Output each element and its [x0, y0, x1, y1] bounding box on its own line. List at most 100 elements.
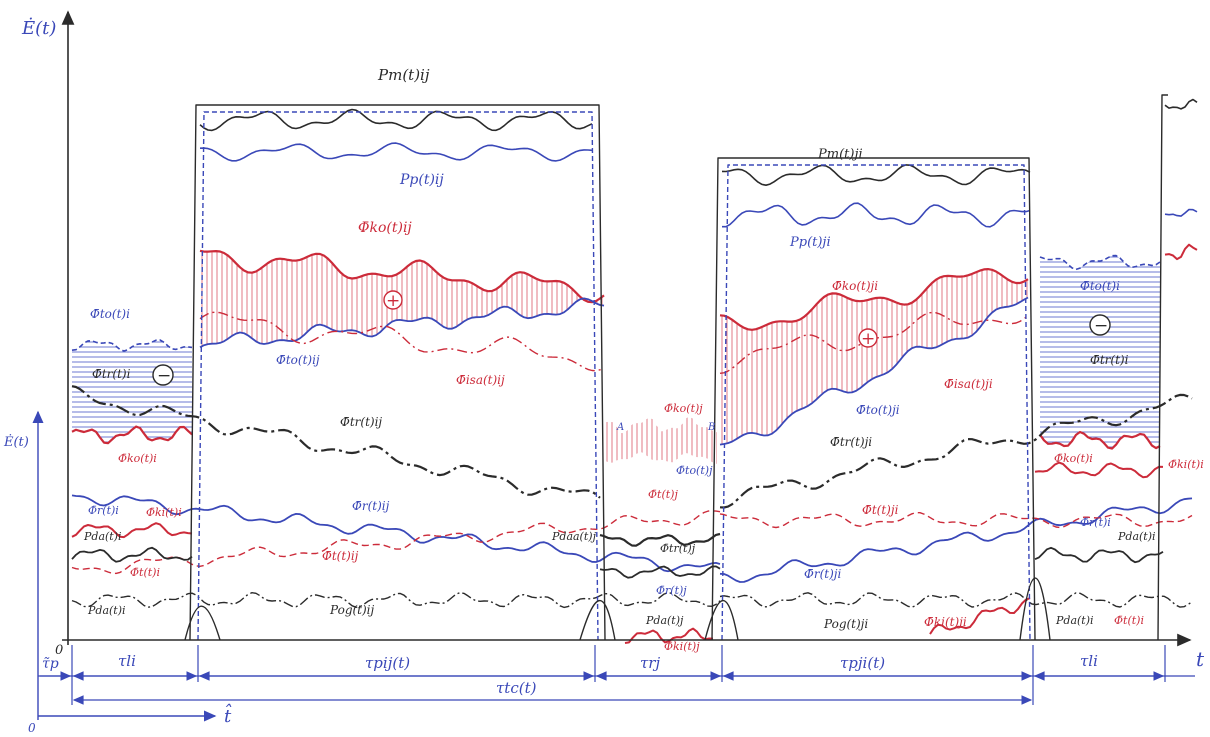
label-phi-to-j: Φ̄to(t)j — [676, 464, 713, 477]
label-phi-tr-ji: Φ̄tr(t)ji — [830, 435, 872, 449]
label-phi-to-i-left: Φ̄to(t)i — [90, 307, 130, 321]
label-phi-r-i-right: Φ̄r(t)i — [1080, 516, 1111, 529]
label-phi-t-j: Φ̄t(t)j — [648, 488, 678, 501]
curve-phi-isa-ji — [719, 311, 1029, 374]
pulse-outline-ij-dashed — [197, 111, 599, 641]
curve-phi-ki-i-right — [1034, 461, 1164, 479]
curve-labels: Pm(t)ij Pp(t)ij Φ̄ko(t)ij Φ̄to(t)ij Φ̄is… — [83, 66, 1204, 653]
curve-pm-ji — [721, 164, 1031, 186]
label-pda-i-left2: Pda(t)i — [87, 604, 126, 617]
label-phi-r-ji: Φ̄r(t)ji — [804, 567, 841, 581]
label-phi-to-ji: Φ̄to(t)ji — [856, 403, 900, 417]
y-axis-secondary-label: Ė(t) — [3, 433, 29, 450]
curve-phi-ko-ij — [199, 249, 605, 304]
tau-tc-label: τtc(t) — [496, 679, 537, 697]
tau-p-label: τ̃p — [42, 656, 59, 672]
curve-phi-isa-ij — [199, 311, 605, 372]
label-phi-t-ji: Φ̄t(t)ji — [862, 503, 899, 517]
curve-phi-tr-ji — [719, 393, 1193, 509]
curve-phi-ko-i-right — [1039, 430, 1161, 450]
label-pm-ij: Pm(t)ij — [377, 66, 430, 84]
curve-phi-t-ij — [71, 510, 721, 575]
axis-labels: Ė(t) Ė(t) t 0 0 t̂ τ̃p τli τpij(t) τrj τ… — [3, 16, 1205, 735]
curve-phi-ki-i-left — [71, 522, 193, 539]
label-phi-isa-ij: Φ̄isa(t)ij — [456, 373, 505, 387]
label-phi-r-ij: Φ̄r(t)ij — [352, 499, 390, 513]
tau-rj-label: τrj — [640, 654, 660, 672]
tau-pij-label: τpij(t) — [365, 654, 410, 672]
pulse-outline-ji-dashed — [721, 164, 1031, 641]
sign-markers: + + − − — [152, 290, 1111, 386]
label-phi-to-i-right: Φ̄to(t)i — [1080, 279, 1120, 293]
label-phi-tr-i-left: Φ̄tr(t)i — [92, 367, 131, 381]
axes — [32, 10, 1195, 722]
label-pog-ij: Pog(t)ij — [329, 603, 375, 617]
curve-pdaa-j — [599, 532, 721, 547]
curves — [71, 98, 1198, 644]
curve-phi-t-ji — [719, 511, 1193, 529]
label-phi-ki-i-right: Φ̄ki(t)i — [1168, 458, 1204, 471]
curve-phi-ko-i-left — [71, 425, 193, 445]
pulses — [184, 94, 1168, 641]
pda-decay-right — [1019, 577, 1051, 641]
curve-phi-tr-ij — [71, 385, 601, 499]
plus-marker-2: + — [861, 329, 875, 349]
label-phi-ko-ji: Φ̄ko(t)ji — [832, 279, 878, 293]
curve-phi-r-ij — [71, 494, 721, 573]
label-phi-r-i-left: Φ̄r(t)i — [88, 504, 119, 517]
hatch-region-left — [72, 340, 192, 444]
curve-phi-to-ij — [199, 297, 605, 349]
label-phi-tr-j: Φ̄tr(t)j — [660, 542, 696, 555]
curve-phi-ko-ji — [719, 268, 1029, 331]
label-phi-isa-ji: Φ̄isa(t)ji — [944, 377, 993, 391]
pda-decay-mid — [579, 600, 616, 641]
minus-marker-1: − — [157, 366, 171, 386]
hatch-region-ji — [720, 269, 1028, 445]
hatch-region-j — [605, 416, 717, 464]
curve-phi-to-i-right — [1039, 254, 1161, 271]
curve-phi-to-i-left — [71, 339, 193, 352]
label-phi-ki-ji: Φ̄ki(t)ji — [924, 615, 967, 629]
label-phi-ko-i-left: Φ̄ko(t)i — [118, 452, 157, 465]
label-phi-tr-i-right: Φ̄tr(t)i — [1090, 353, 1129, 367]
y-axis-main-label: Ė(t) — [21, 16, 56, 39]
origin-secondary-label: 0 — [28, 721, 36, 733]
label-pp-ij: Pp(t)ij — [399, 172, 444, 188]
label-phi-t-i-right: Φ̄t(t)i — [1114, 614, 1144, 627]
label-pp-ji: Pp(t)ji — [789, 235, 831, 250]
curve-pp-ij — [199, 142, 593, 162]
x-axis-label: t — [1196, 647, 1205, 671]
pda-decay-ji — [704, 600, 739, 641]
label-phi-r-j: Φ̄r(t)j — [656, 584, 687, 597]
pulse-outline-next — [1157, 94, 1168, 641]
label-phi-ki-i-left: Φ̄ki(t)i — [146, 506, 182, 519]
label-phi-ko-i-right: Φ̄ko(t)i — [1054, 452, 1093, 465]
tau-li-right-label: τli — [1080, 652, 1098, 670]
curve-pog-ij — [71, 591, 721, 609]
curve-phi-tr-j — [599, 565, 721, 579]
hatch-region-right — [1040, 255, 1160, 449]
curve-ko-next — [1164, 243, 1198, 261]
curve-phi-ki-ji — [929, 597, 1031, 635]
label-pda-i-right2: Pda(t)i — [1055, 614, 1094, 627]
curve-pda-i-right — [1034, 546, 1164, 564]
tau-pji-label: τpji(t) — [840, 654, 885, 672]
curve-pda-i-left — [71, 546, 193, 563]
plus-marker-1: + — [386, 291, 400, 311]
label-point-b: B — [707, 422, 715, 433]
label-point-a: A — [616, 422, 624, 433]
pda-decay-left — [184, 605, 221, 641]
curve-phi-to-ji — [719, 296, 1029, 446]
pulse-outline-ji — [711, 157, 1036, 641]
pulse-outline-ij — [189, 104, 606, 641]
label-phi-ko-ij: Φ̄ko(t)ij — [358, 220, 412, 236]
label-phi-ki-j: Φ̄ki(t)j — [664, 640, 700, 653]
origin-label: 0 — [55, 643, 63, 658]
minus-marker-2: − — [1094, 316, 1108, 336]
label-phi-tr-ij: Φ̄tr(t)ij — [340, 415, 382, 429]
label-phi-t-i-left: Φ̄t(t)i — [130, 566, 160, 579]
t-hat-label: t̂ — [224, 702, 232, 727]
label-phi-ko-j: Φ̄ko(t)j — [664, 402, 703, 415]
curve-pp-next — [1164, 208, 1198, 217]
